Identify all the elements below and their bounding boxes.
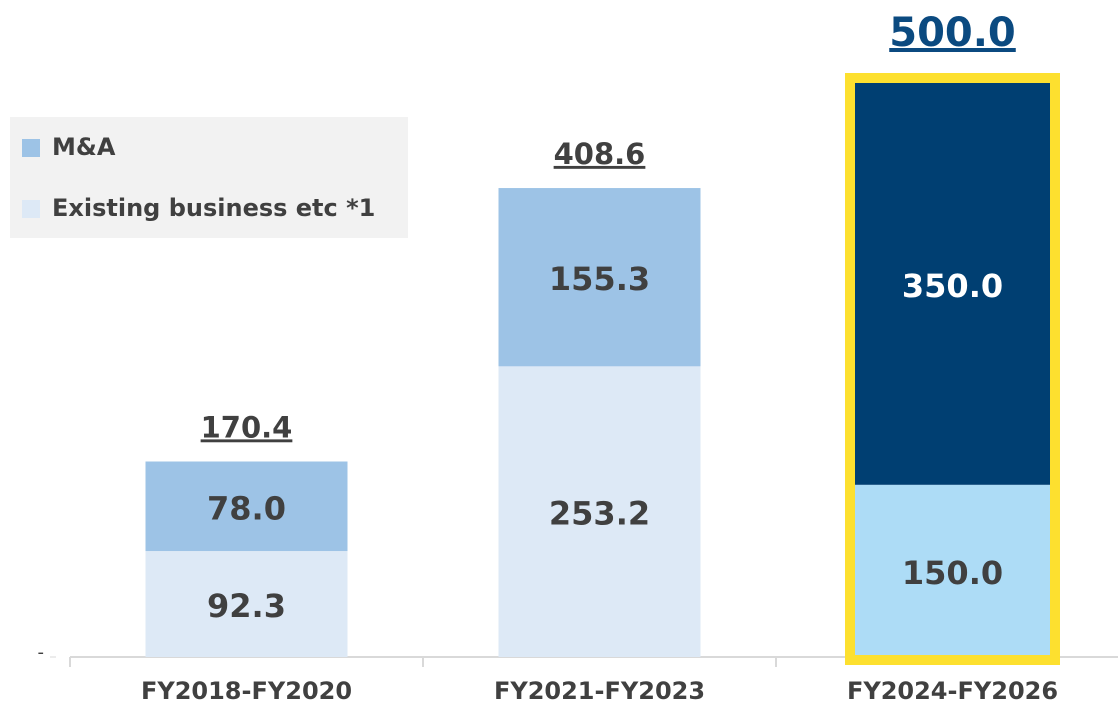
x-tick-label: FY2018-FY2020 (141, 677, 352, 705)
x-tick-label: FY2024-FY2026 (847, 677, 1058, 705)
bar-segment (855, 83, 1050, 485)
y-tick-label: - (38, 642, 45, 663)
x-tick-label: FY2021-FY2023 (494, 677, 705, 705)
value-label: 253.2 (549, 495, 650, 533)
highlight-frame (845, 73, 1060, 665)
bar-segment (498, 366, 701, 657)
legend-label: M&A (52, 133, 116, 161)
bar-segment (855, 484, 1050, 657)
value-label: 78.0 (207, 489, 286, 527)
value-label: 155.3 (549, 260, 650, 298)
bar-segment (145, 551, 348, 657)
legend-swatch (22, 200, 40, 218)
value-label: 92.3 (207, 587, 286, 625)
total-label: 408.6 (554, 137, 646, 171)
bar-segment (498, 188, 701, 367)
total-label: 170.4 (201, 410, 293, 444)
legend-swatch (22, 139, 40, 157)
legend-box (10, 117, 408, 238)
bar-segment (145, 461, 348, 552)
value-label: 150.0 (902, 554, 1003, 592)
value-label: 350.0 (902, 267, 1003, 305)
total-label: 500.0 (889, 10, 1016, 56)
legend-label: Existing business etc *1 (52, 194, 375, 222)
